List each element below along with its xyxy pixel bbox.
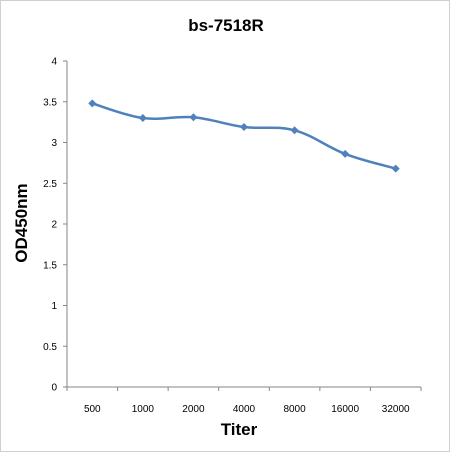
y-tick-label: 1.5 [43,260,57,271]
series-line [91,102,397,170]
data-point-marker [341,149,350,158]
x-tick-label: 2000 [182,404,205,415]
data-point-marker [189,113,198,122]
data-point-marker [88,99,97,108]
x-tick-label: 500 [84,404,101,415]
x-tick-label: 16000 [331,404,359,415]
x-tick-label: 4000 [233,404,256,415]
x-tick-label: 32000 [382,404,410,415]
y-tick-label: 3.5 [43,97,57,108]
y-tick-label: 1 [51,301,57,312]
y-tick-label: 2.5 [43,179,57,190]
x-axis-ticks: 500 1000 2000 4000 8000 16000 32000 [66,387,422,415]
y-tick-label: 0 [51,383,57,394]
x-tick-label: 1000 [132,404,155,415]
data-point-marker [138,114,147,123]
y-tick-label: 2 [51,220,57,231]
chart-title: bs-7518R [188,16,264,35]
x-axis-title: Titer [221,420,258,439]
data-point-marker [391,164,400,173]
y-tick-label: 4 [51,57,57,68]
data-point-marker [290,126,299,135]
y-axis-ticks: 0 0.5 1 1.5 2 2.5 3 3.5 4 [43,57,67,394]
y-tick-label: 3 [51,138,57,149]
x-tick-label: 8000 [283,404,306,415]
y-axis-title: OD450nm [12,183,31,262]
series-markers [88,99,400,173]
y-tick-label: 0.5 [43,342,57,353]
data-point-marker [240,123,248,132]
